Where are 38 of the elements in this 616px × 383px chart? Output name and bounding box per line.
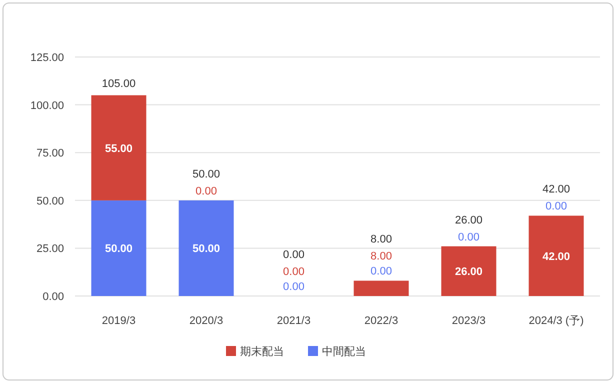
- bar: [91, 200, 146, 296]
- y-tick-label: 50.00: [36, 195, 64, 208]
- data-label: 55.00: [104, 142, 133, 155]
- y-tick-label: 100.00: [30, 100, 64, 112]
- data-label: 0.00: [370, 266, 392, 278]
- legend-label: 中間配当: [322, 345, 366, 358]
- bar: [91, 95, 146, 200]
- data-label: 0.00: [196, 185, 217, 198]
- data-label: 42.00: [542, 250, 570, 263]
- x-tick-label: 2024/3 (予): [528, 315, 584, 327]
- data-label: 0.00: [458, 231, 480, 244]
- y-tick-label: 125.00: [30, 52, 64, 64]
- bar: [528, 216, 584, 296]
- bar: [354, 280, 409, 296]
- total-label: 105.00: [102, 78, 136, 90]
- legend-label: 期末配当: [240, 345, 284, 358]
- data-label: 8.00: [370, 234, 392, 246]
- text: 0.00: [283, 249, 304, 261]
- x-tick-label: 2019/3: [102, 315, 136, 327]
- x-tick-label: 2021/3: [276, 315, 311, 327]
- total-label: 8.00: [370, 250, 392, 263]
- x-tick-label: 2022/3: [364, 315, 398, 327]
- x-tick-label: 2023/3: [452, 315, 486, 327]
- data-label: 0.00: [546, 200, 567, 213]
- data-label: 50.00: [104, 243, 133, 256]
- y-tick-label: 75.00: [36, 148, 64, 160]
- x-tick-label: 2020/3: [189, 315, 224, 327]
- y-tick-label: 25.00: [36, 243, 64, 256]
- data-label: 0.00: [283, 266, 304, 278]
- total-label: 50.00: [192, 168, 220, 180]
- bar: [441, 246, 496, 296]
- data-label: 26.00: [454, 266, 483, 278]
- total-label: 42.00: [542, 184, 570, 196]
- data-label: 50.00: [192, 243, 220, 256]
- total-label: 0.00: [283, 281, 304, 293]
- bar: [178, 200, 234, 296]
- total-label: 26.00: [454, 214, 483, 226]
- y-tick-label: 0.00: [42, 291, 64, 303]
